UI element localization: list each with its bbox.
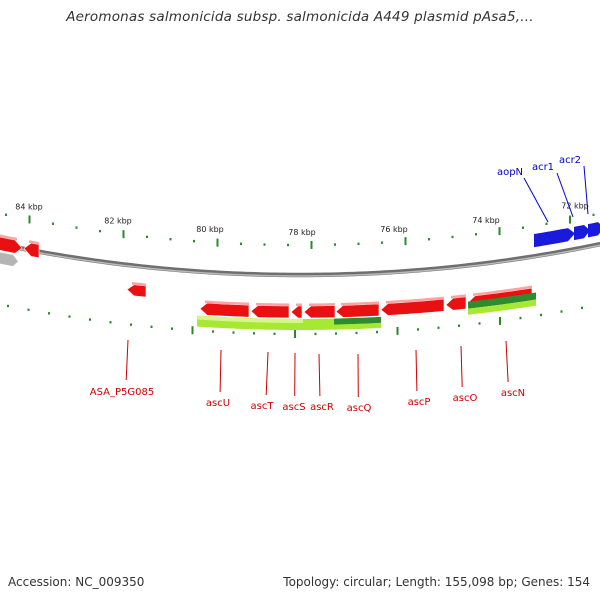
gene-asc-0-sheen: [205, 300, 249, 306]
gene-acr1: [574, 224, 590, 241]
gene-asc-6-sheen: [451, 294, 466, 299]
gene-asc-3-sheen: [309, 303, 335, 306]
kbp-label: 72 kbp: [561, 202, 589, 211]
cds-light-left-sheen: [197, 315, 303, 323]
kbp-label: 82 kbp: [104, 216, 132, 225]
gene-asc-7-sheen: [473, 285, 532, 297]
backbone-highlight: [0, 244, 600, 277]
leader-ascT: [265, 351, 269, 396]
map-title: Aeromonas salmonicida subsp. salmonicida…: [66, 9, 534, 25]
cds-dark-mid: [334, 316, 381, 325]
gene-asa-p5g085: [126, 284, 147, 298]
label-ascN: ascN: [501, 388, 525, 399]
backbone-arc: [0, 241, 600, 278]
kbp-label: 76 kbp: [380, 225, 408, 234]
cds-light-right: [468, 299, 536, 315]
label-acr2: acr2: [559, 155, 581, 166]
gene-left-small: [23, 242, 40, 259]
kbp-label: 84 kbp: [15, 202, 43, 211]
gene-asc-0: [199, 302, 250, 318]
label-ascS: ascS: [282, 402, 305, 413]
gene-left-small-sheen: [29, 240, 39, 245]
leader-aopN: [523, 177, 549, 223]
gene-asc-4-sheen: [341, 301, 379, 306]
gene-acr2: [588, 222, 600, 238]
gene-asc-1-sheen: [256, 302, 289, 306]
label-aopN: aopN: [497, 167, 523, 178]
scale-ticks: 84 kbp 82 kbp 80 kbp 78 kbp 76 kbp 74 kbp 72 k…: [5, 202, 595, 338]
kbp-label: 74 kbp: [472, 216, 500, 225]
leader-acr2: [583, 165, 589, 215]
gene-asc-3: [303, 305, 336, 319]
gene-features: [0, 222, 600, 330]
kbp-label: 78 kbp: [288, 228, 316, 237]
leader-ASA_P5G085: [125, 339, 129, 381]
label-ascO: ascO: [453, 393, 478, 404]
cds-dark-right: [468, 292, 536, 309]
gene-grey-fragment: [0, 252, 18, 267]
accession-text: Accession: NC_009350: [8, 575, 145, 589]
backbone-ring: [0, 241, 600, 278]
gene-asc-4: [335, 303, 380, 318]
gene-aopn: [534, 228, 575, 248]
gene-asc-5-sheen: [386, 296, 444, 304]
gene-asc-6: [445, 296, 467, 311]
gene-labels: aopN acr1 acr2 ASA_P5G085 ascU ascT ascS ascR as…: [90, 155, 589, 414]
gene-left-fragment-sheen: [0, 234, 17, 241]
label-ascT: ascT: [251, 401, 275, 412]
label-ascP: ascP: [408, 397, 431, 408]
leader-ascN: [505, 340, 509, 383]
label-ascQ: ascQ: [347, 403, 372, 414]
label-ASA_P5G085: ASA_P5G085: [90, 387, 154, 398]
label-ascU: ascU: [206, 398, 230, 409]
kbp-label: 80 kbp: [196, 225, 224, 234]
leader-ascO: [460, 345, 463, 388]
gene-asc-2: [290, 305, 303, 319]
cds-light-mid: [334, 322, 381, 330]
gene-asa-p5g085-sheen: [132, 282, 146, 287]
topology-summary: Topology: circular; Length: 155,098 bp; …: [283, 575, 590, 589]
gene-asc-2-sheen: [296, 303, 302, 306]
leader-acr1: [556, 172, 574, 218]
leader-ascP: [415, 349, 418, 392]
leader-ascR: [318, 353, 321, 397]
label-ascR: ascR: [310, 402, 334, 413]
gene-asc-1: [250, 305, 290, 319]
label-acr1: acr1: [532, 162, 554, 173]
leader-ascU: [219, 349, 222, 393]
